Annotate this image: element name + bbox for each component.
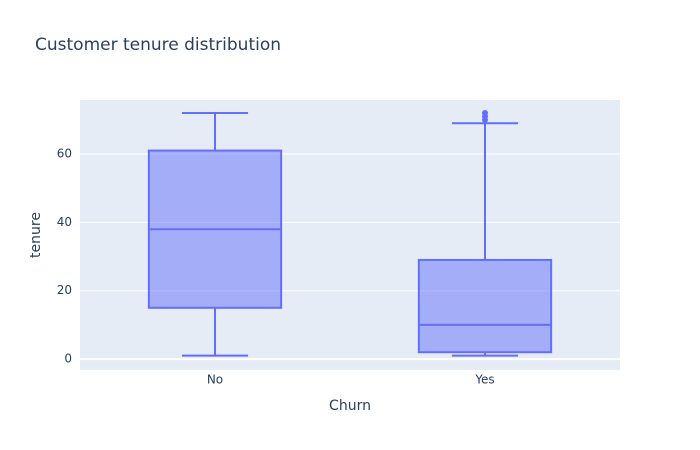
x-tick-label: No (207, 373, 223, 387)
x-axis-label: Churn (329, 398, 371, 414)
y-tick-label: 60 (57, 147, 72, 161)
y-tick-label: 20 (57, 283, 72, 297)
chart-title: Customer tenure distribution (35, 35, 281, 55)
box (417, 258, 553, 354)
outlier (482, 109, 488, 116)
y-tick-label: 40 (57, 215, 72, 229)
x-tick-label: Yes (474, 373, 494, 387)
y-tick-label: 0 (64, 352, 72, 366)
y-axis-label: tenure (28, 212, 44, 258)
